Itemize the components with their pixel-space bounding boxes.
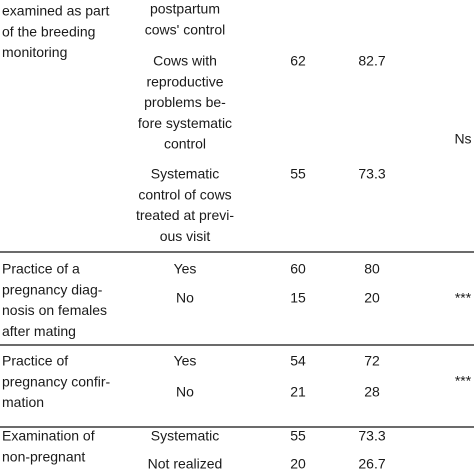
- percent: 28: [364, 384, 380, 400]
- answer: Systematic: [151, 166, 219, 182]
- row-label: non-pregnant: [2, 448, 85, 464]
- answer: ous visit: [160, 228, 211, 244]
- count: 60: [290, 261, 306, 277]
- row-label: pregnancy confir-: [2, 373, 111, 389]
- count: 55: [290, 166, 306, 182]
- answer: reproductive: [146, 73, 223, 89]
- percent: 80: [364, 261, 380, 277]
- row-label: of the breeding: [2, 23, 95, 39]
- count: 55: [290, 428, 306, 444]
- percent: 72: [364, 353, 380, 369]
- count: 21: [290, 384, 306, 400]
- answer: control of cows: [138, 186, 231, 202]
- count: 15: [290, 290, 306, 306]
- row-label: monitoring: [2, 44, 67, 60]
- percent: 20: [364, 290, 380, 306]
- count: 62: [290, 53, 306, 69]
- answer: Not realized: [148, 456, 223, 472]
- row-label: Practice of a: [2, 261, 80, 277]
- answer: Systematic: [151, 428, 219, 444]
- answer: fore systematic: [138, 115, 232, 131]
- percent: 26.7: [358, 456, 385, 472]
- percent: 73.3: [358, 166, 385, 182]
- count: 20: [290, 456, 306, 472]
- row-label: examined as part: [2, 3, 110, 19]
- row-label: Examination of: [2, 428, 95, 444]
- count: 54: [290, 353, 306, 369]
- answer: No: [176, 384, 194, 400]
- row-label: after mating: [2, 323, 76, 339]
- answer: postpartum: [150, 1, 220, 17]
- row-label: mation: [2, 394, 44, 410]
- percent: 73.3: [358, 428, 385, 444]
- significance: ***: [455, 373, 472, 389]
- answer: Yes: [174, 261, 197, 277]
- row-label: pregnancy diag-: [2, 281, 103, 297]
- answer: Cows with: [153, 53, 217, 69]
- row-label: nosis on females: [2, 302, 107, 318]
- percent: 82.7: [358, 53, 385, 69]
- significance: Ns: [454, 131, 471, 147]
- significance: ***: [455, 290, 472, 306]
- answer: control: [164, 136, 206, 152]
- answer: treated at previ-: [136, 207, 234, 223]
- answer: No: [176, 290, 194, 306]
- answer: cows' control: [145, 21, 225, 37]
- row-label: Practice of: [2, 353, 68, 369]
- answer: Yes: [174, 353, 197, 369]
- answer: problems be-: [144, 94, 226, 110]
